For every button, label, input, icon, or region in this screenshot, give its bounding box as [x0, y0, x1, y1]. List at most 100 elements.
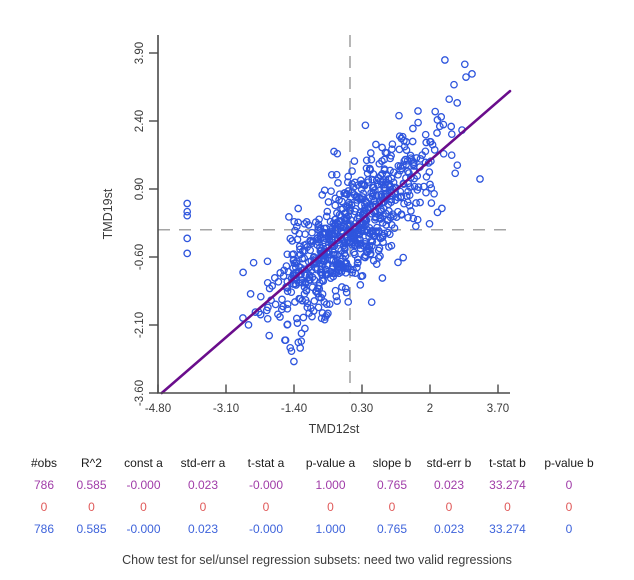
data-point: [400, 199, 408, 208]
data-point: [294, 204, 303, 213]
data-point: [422, 172, 431, 181]
data-point: [396, 187, 405, 196]
data-point: [290, 357, 298, 366]
data-point: [333, 297, 341, 305]
data-point: [246, 290, 255, 298]
y-tick-label: -3.60: [134, 380, 146, 406]
data-point: [274, 310, 282, 319]
data-point: [416, 198, 424, 207]
data-point: [325, 228, 334, 237]
data-point: [403, 198, 412, 207]
data-point: [359, 241, 368, 250]
data-point: [183, 249, 192, 258]
data-point: [388, 210, 397, 219]
data-point: [264, 303, 272, 312]
data-point: [306, 236, 315, 245]
data-point: [384, 216, 392, 225]
data-point: [358, 272, 367, 280]
data-point: [407, 207, 415, 215]
x-tick-label: -4.80: [145, 403, 171, 415]
data-point: [256, 310, 265, 319]
data-point: [348, 268, 357, 277]
data-point: [462, 73, 470, 81]
data-point: [399, 253, 408, 262]
data-point: [270, 274, 279, 282]
stat-cell-red: 0: [388, 500, 396, 514]
data-point: [344, 298, 353, 306]
data-point: [304, 221, 313, 229]
data-point: [291, 263, 300, 272]
data-point: [357, 180, 366, 188]
data-point: [330, 147, 338, 156]
data-point: [308, 312, 316, 321]
data-point: [286, 343, 295, 352]
data-point: [331, 286, 340, 295]
data-point: [286, 234, 295, 243]
data-point: [430, 189, 438, 198]
data-point: [316, 226, 324, 235]
data-point: [348, 167, 356, 175]
data-point: [327, 241, 336, 249]
stat-cell-blue: 0: [565, 522, 573, 536]
column-header: std-err a: [180, 456, 226, 470]
data-point: [295, 229, 304, 238]
data-point: [367, 227, 376, 235]
data-point: [244, 321, 253, 329]
data-point: [433, 129, 441, 137]
data-point: [379, 238, 387, 247]
data-point: [359, 219, 368, 227]
data-point: [285, 213, 293, 221]
data-point: [383, 228, 392, 237]
data-point: [374, 191, 383, 200]
y-tick-label: 3.90: [134, 42, 146, 64]
data-point: [298, 296, 307, 305]
data-point: [408, 137, 417, 146]
data-point: [372, 260, 381, 269]
data-point: [310, 256, 319, 265]
data-point: [327, 256, 336, 264]
data-point: [357, 201, 366, 210]
data-point: [342, 213, 351, 222]
data-point: [277, 305, 286, 314]
data-point: [367, 298, 376, 307]
data-point: [300, 219, 309, 228]
data-point: [342, 288, 351, 297]
data-point: [287, 347, 296, 356]
stat-cell-blue: 1.000: [315, 522, 346, 536]
stat-cell-purple: 0.023: [433, 478, 465, 492]
data-point: [410, 182, 419, 191]
data-point: [326, 217, 335, 226]
data-point: [347, 230, 356, 239]
data-point: [323, 207, 332, 216]
data-point: [309, 237, 318, 245]
stat-cell-red: 0: [565, 500, 573, 514]
data-point: [404, 213, 412, 222]
regression-stats-table: #obs R^2 const a std-err a t-stat a p-value a…: [20, 452, 600, 540]
data-point: [292, 222, 301, 231]
data-point: [380, 229, 389, 238]
data-point: [316, 234, 325, 242]
data-point: [400, 157, 409, 165]
stat-cell-red: 0: [140, 500, 147, 514]
data-point: [427, 199, 436, 207]
data-point: [335, 269, 343, 278]
y-tick-label: -0.60: [134, 244, 146, 270]
chow-test-note: Chow test for sel/unsel regression subse…: [122, 553, 512, 567]
data-point: [274, 277, 283, 286]
x-tick-label: -3.10: [213, 403, 239, 415]
column-header: R^2: [81, 456, 102, 470]
data-point: [439, 149, 448, 158]
stat-cell-purple: 0: [565, 478, 573, 492]
data-point: [349, 238, 357, 247]
column-header: slope b: [372, 456, 412, 470]
data-point: [314, 281, 323, 290]
data-point: [336, 217, 345, 225]
x-tick-label: -1.40: [281, 403, 307, 415]
stat-cell-purple: -0.000: [126, 478, 161, 492]
data-point: [343, 221, 352, 230]
data-point: [338, 283, 346, 291]
data-point: [407, 154, 415, 163]
data-point: [366, 149, 375, 157]
data-point: [327, 170, 336, 179]
data-point: [378, 274, 387, 282]
